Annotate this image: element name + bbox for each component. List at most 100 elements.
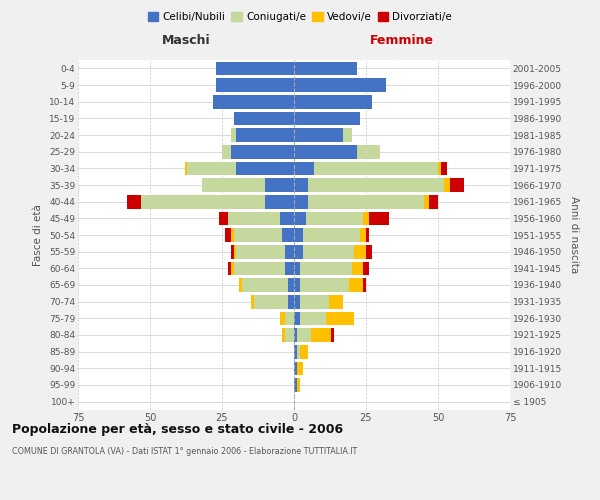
- Bar: [302, 228, 360, 242]
- Bar: [300, 278, 349, 292]
- Bar: [300, 345, 308, 358]
- Bar: [294, 245, 302, 258]
- Bar: [366, 228, 369, 242]
- Bar: [230, 245, 233, 258]
- Bar: [294, 78, 386, 92]
- Bar: [288, 278, 294, 292]
- Bar: [230, 128, 236, 142]
- Bar: [343, 128, 352, 142]
- Bar: [294, 295, 300, 308]
- Bar: [233, 262, 286, 275]
- Bar: [233, 112, 294, 125]
- Bar: [228, 212, 280, 225]
- Bar: [300, 295, 329, 308]
- Bar: [294, 212, 305, 225]
- Bar: [294, 262, 300, 275]
- Bar: [294, 328, 297, 342]
- Bar: [294, 195, 308, 208]
- Bar: [225, 228, 230, 242]
- Bar: [242, 278, 288, 292]
- Bar: [294, 278, 300, 292]
- Bar: [265, 195, 294, 208]
- Bar: [300, 312, 326, 325]
- Bar: [283, 228, 294, 242]
- Bar: [254, 295, 288, 308]
- Bar: [363, 262, 369, 275]
- Bar: [302, 245, 355, 258]
- Bar: [294, 312, 300, 325]
- Text: Femmine: Femmine: [370, 34, 434, 46]
- Bar: [239, 278, 242, 292]
- Legend: Celibi/Nubili, Coniugati/e, Vedovi/e, Divorziati/e: Celibi/Nubili, Coniugati/e, Vedovi/e, Di…: [143, 8, 457, 26]
- Bar: [297, 378, 300, 392]
- Bar: [349, 278, 363, 292]
- Bar: [369, 212, 389, 225]
- Bar: [142, 195, 265, 208]
- Bar: [294, 228, 302, 242]
- Bar: [297, 345, 300, 358]
- Bar: [202, 178, 265, 192]
- Bar: [329, 295, 343, 308]
- Bar: [127, 195, 142, 208]
- Bar: [236, 128, 294, 142]
- Bar: [366, 245, 372, 258]
- Bar: [294, 362, 297, 375]
- Bar: [297, 328, 311, 342]
- Text: Popolazione per età, sesso e stato civile - 2006: Popolazione per età, sesso e stato civil…: [12, 422, 343, 436]
- Bar: [358, 145, 380, 158]
- Text: COMUNE DI GRANTOLA (VA) - Dati ISTAT 1° gennaio 2006 - Elaborazione TUTTITALIA.I: COMUNE DI GRANTOLA (VA) - Dati ISTAT 1° …: [12, 448, 357, 456]
- Bar: [326, 312, 355, 325]
- Bar: [294, 145, 358, 158]
- Bar: [233, 245, 236, 258]
- Bar: [305, 212, 363, 225]
- Y-axis label: Fasce di età: Fasce di età: [34, 204, 43, 266]
- Bar: [265, 178, 294, 192]
- Bar: [314, 162, 438, 175]
- Bar: [311, 328, 331, 342]
- Bar: [280, 212, 294, 225]
- Bar: [233, 228, 283, 242]
- Bar: [280, 312, 286, 325]
- Bar: [216, 62, 294, 75]
- Bar: [251, 295, 254, 308]
- Bar: [441, 162, 446, 175]
- Bar: [236, 162, 294, 175]
- Bar: [288, 295, 294, 308]
- Bar: [230, 228, 233, 242]
- Bar: [230, 145, 294, 158]
- Bar: [294, 162, 314, 175]
- Bar: [294, 128, 343, 142]
- Bar: [286, 245, 294, 258]
- Bar: [286, 328, 294, 342]
- Bar: [294, 345, 297, 358]
- Bar: [214, 95, 294, 108]
- Bar: [300, 262, 352, 275]
- Bar: [352, 262, 363, 275]
- Bar: [286, 312, 294, 325]
- Bar: [294, 378, 297, 392]
- Bar: [360, 228, 366, 242]
- Bar: [363, 212, 369, 225]
- Bar: [283, 328, 286, 342]
- Y-axis label: Anni di nascita: Anni di nascita: [569, 196, 578, 274]
- Bar: [438, 162, 441, 175]
- Bar: [308, 195, 424, 208]
- Bar: [297, 362, 302, 375]
- Bar: [185, 162, 187, 175]
- Bar: [230, 262, 233, 275]
- Bar: [219, 212, 228, 225]
- Bar: [294, 95, 372, 108]
- Bar: [331, 328, 334, 342]
- Bar: [294, 178, 308, 192]
- Bar: [236, 245, 286, 258]
- Bar: [444, 178, 449, 192]
- Bar: [286, 262, 294, 275]
- Text: Maschi: Maschi: [161, 34, 211, 46]
- Bar: [308, 178, 444, 192]
- Bar: [355, 245, 366, 258]
- Bar: [216, 78, 294, 92]
- Bar: [294, 62, 358, 75]
- Bar: [430, 195, 438, 208]
- Bar: [187, 162, 236, 175]
- Bar: [228, 262, 230, 275]
